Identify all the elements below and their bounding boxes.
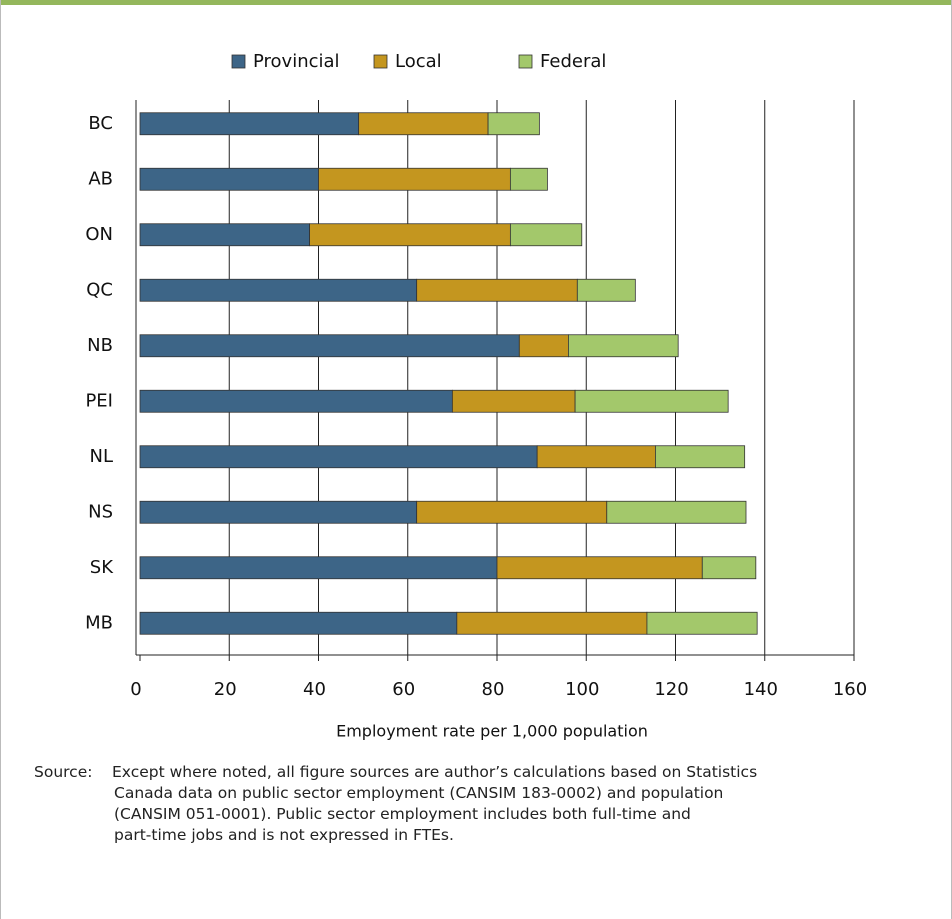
bar-segment [646,611,758,635]
x-tick-label: 40 [303,679,326,700]
bar-segment [139,389,453,413]
bar-segment [139,278,418,302]
source-line: part-time jobs and is not expressed in F… [114,826,454,844]
bar-segment [139,500,418,524]
bar-segment [139,223,310,247]
y-tick-label: PEI [85,390,113,411]
bar-segment [318,167,511,191]
bar-segment [701,556,757,580]
x-tick-label: 120 [654,679,688,700]
y-tick-label: SK [90,557,114,578]
bar-segment [139,556,498,580]
bar-segment [139,611,458,635]
bar-segment [509,223,583,247]
x-tick-label: 0 [130,679,141,700]
source-line: (CANSIM 051-0001). Public sector employm… [114,805,691,823]
bar-segment [536,445,656,469]
y-tick-label: MB [85,612,113,633]
y-tick-label: BC [88,113,113,134]
bar-segment [456,611,648,635]
bar-segment [518,334,569,358]
legend-label: Provincial [253,51,340,72]
y-tick-label: AB [88,168,113,189]
x-tick-label: 160 [833,679,867,700]
bar-segment [139,445,538,469]
legend-label: Federal [540,51,606,72]
bar-segment [606,500,747,524]
bar-segment [509,167,548,191]
source-line: Canada data on public sector employment … [114,784,724,802]
bar-segment [416,278,578,302]
legend-swatch [373,54,388,69]
top-bar [1,0,951,5]
source-label: Source: [34,763,93,781]
x-tick-label: 100 [565,679,599,700]
y-tick-label: NB [87,335,113,356]
bar-segment [655,445,746,469]
x-axis-label: Employment rate per 1,000 population [336,722,648,741]
bar-segment [574,389,729,413]
bar-segment [309,223,511,247]
x-tick-label: 20 [214,679,237,700]
bar-segment [576,278,636,302]
y-tick-label: QC [86,279,113,300]
chart: 0 20 40 60 80 100 120 140 160 Employment rate per… [85,51,867,741]
bar-segment [487,112,540,136]
y-tick-label: ON [85,224,113,245]
bar-segment [496,556,703,580]
bar-segment [416,500,608,524]
y-tick-label: NS [88,501,113,522]
y-tick-label: NL [90,446,114,467]
x-tick-label: 60 [392,679,415,700]
bar-segment [358,112,489,136]
x-tick-label: 140 [744,679,778,700]
source-text: Except where noted, all figure sources a… [112,762,834,846]
legend-label: Local [395,51,442,72]
legend-swatch [518,54,533,69]
bar-segment [139,112,360,136]
source-line: Except where noted, all figure sources a… [112,763,758,781]
bar-segment [139,334,520,358]
x-tick-label: 80 [482,679,505,700]
legend-swatch [231,54,246,69]
bar-segment [568,334,679,358]
bar-segment [139,167,319,191]
bar-segment [451,389,576,413]
